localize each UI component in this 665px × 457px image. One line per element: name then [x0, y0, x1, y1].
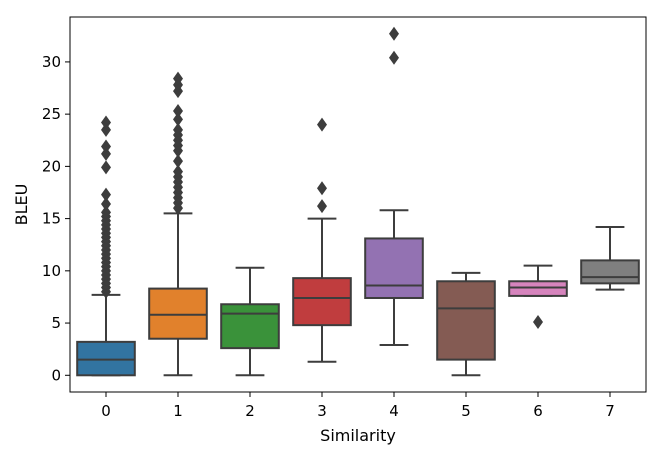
box-6 — [508, 280, 568, 297]
box-group-4 — [364, 26, 424, 346]
box-group-5 — [436, 271, 496, 377]
outlier-0-23 — [101, 146, 111, 161]
outlier-1-7 — [173, 164, 183, 179]
outlier-0-21 — [101, 187, 111, 202]
box-group-7 — [580, 225, 640, 291]
x-tick-label-7: 7 — [605, 402, 615, 420]
plot-frame — [69, 16, 647, 393]
outlier-1-18 — [173, 71, 183, 86]
y-tick-label-30: 30 — [42, 53, 61, 71]
outlier-0-25 — [101, 122, 111, 137]
y-tick-label-15: 15 — [42, 210, 61, 228]
y-tick-label-25: 25 — [42, 105, 61, 123]
x-tick-label-6: 6 — [533, 402, 543, 420]
box-0 — [76, 340, 136, 377]
outlier-1-13 — [173, 122, 183, 137]
outlier-0-22 — [101, 160, 111, 175]
outlier-3-2 — [317, 117, 327, 132]
x-axis: 0 1 2 3 4 5 6 7 — [101, 392, 615, 420]
box-7 — [580, 259, 640, 285]
outlier-1-14 — [173, 112, 183, 127]
y-tick-label-10: 10 — [42, 262, 61, 280]
y-tick-label-5: 5 — [51, 314, 61, 332]
outlier-1-8 — [173, 154, 183, 169]
box-2 — [220, 303, 280, 350]
y-axis: 0 5 10 15 20 25 30 — [42, 53, 70, 384]
outlier-0-19 — [101, 205, 111, 220]
box-3 — [292, 277, 352, 327]
box-group-0 — [76, 115, 136, 377]
outlier-0-20 — [101, 196, 111, 211]
outlier-4-0 — [389, 50, 399, 65]
box-group-1 — [148, 71, 208, 377]
outlier-0-24 — [101, 139, 111, 154]
outlier-6-0 — [533, 315, 543, 330]
outlier-4-1 — [389, 26, 399, 41]
y-tick-label-0: 0 — [51, 366, 61, 384]
box-5 — [436, 280, 496, 361]
x-tick-label-2: 2 — [245, 402, 255, 420]
x-tick-label-0: 0 — [101, 402, 111, 420]
outlier-3-0 — [317, 199, 327, 214]
box-group-2 — [220, 266, 280, 377]
y-axis-label: BLEU — [12, 184, 31, 226]
box-group-3 — [292, 117, 352, 363]
x-axis-label: Similarity — [320, 426, 396, 445]
boxes-layer — [76, 26, 640, 377]
y-tick-label-20: 20 — [42, 157, 61, 175]
x-tick-label-3: 3 — [317, 402, 327, 420]
x-tick-label-5: 5 — [461, 402, 471, 420]
outlier-1-15 — [173, 104, 183, 119]
outlier-0-26 — [101, 115, 111, 130]
box-4 — [364, 237, 424, 299]
box-group-6 — [508, 264, 568, 330]
box-1 — [148, 287, 208, 340]
outlier-3-1 — [317, 181, 327, 196]
x-tick-label-4: 4 — [389, 402, 399, 420]
x-tick-label-1: 1 — [173, 402, 183, 420]
